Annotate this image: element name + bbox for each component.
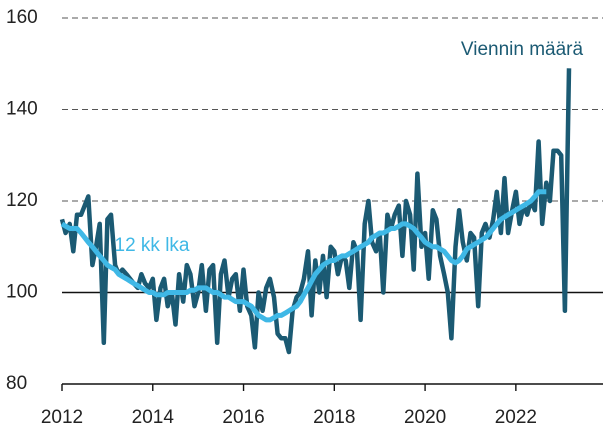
y-tick-label: 160	[6, 7, 38, 28]
y-tick-label: 100	[6, 282, 38, 303]
series-line	[60, 189, 547, 323]
x-tick-label: 2014	[132, 407, 175, 428]
x-tick-label: 2012	[41, 407, 83, 428]
series-label: Viennin määrä	[461, 39, 584, 60]
x-tick-label: 2020	[404, 407, 446, 428]
x-tick-label: 2022	[495, 407, 537, 428]
series-line	[59, 68, 572, 355]
y-tick-label: 120	[6, 190, 38, 211]
x-tick-label: 2016	[222, 407, 264, 428]
series-label: 12 kk lka	[115, 235, 190, 256]
y-tick-label: 80	[6, 373, 27, 394]
y-tick-label: 140	[6, 99, 38, 120]
x-tick-label: 2018	[313, 407, 355, 428]
